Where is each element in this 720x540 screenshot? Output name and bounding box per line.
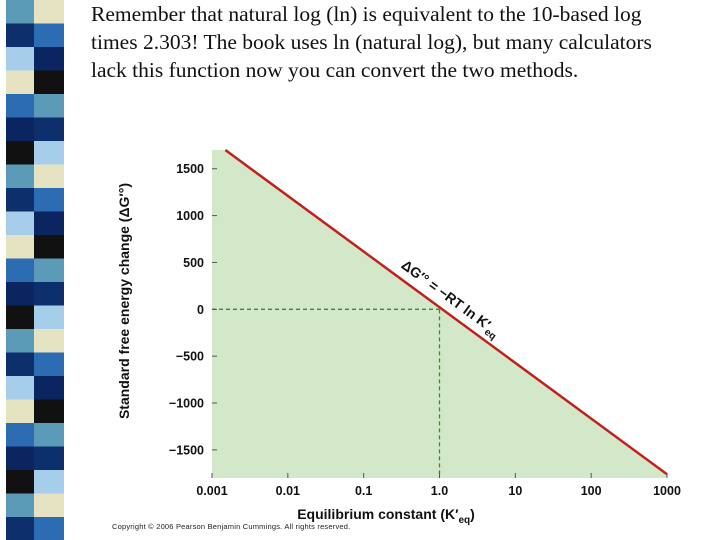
strip-block: [6, 376, 34, 400]
strip-block: [6, 117, 34, 141]
free-energy-chart: 1500 1000 500 0 −500 −1000 −1500 0.001 0.01 0.1 1…: [116, 148, 681, 526]
strip-block: [6, 235, 34, 259]
shaded-area: [212, 150, 667, 478]
x-tick-label: 10: [508, 484, 522, 498]
strip-block: [6, 423, 34, 447]
strip-block: [6, 470, 34, 494]
strip-block: [34, 141, 64, 165]
strip-block: [6, 493, 34, 517]
strip-block: [6, 188, 34, 212]
strip-block: [6, 211, 34, 235]
x-tick-label: 0.001: [196, 484, 227, 498]
strip-block: [34, 188, 64, 212]
x-tick-label: 1.0: [431, 484, 448, 498]
strip-block: [34, 352, 64, 376]
y-tick-label: −1000: [169, 397, 204, 411]
strip-block: [6, 23, 34, 47]
strip-block: [34, 329, 64, 353]
y-tick-label: −1500: [169, 443, 204, 457]
strip-block: [6, 141, 34, 165]
y-tick-label: 1500: [176, 162, 204, 176]
strip-block: [34, 446, 64, 470]
strip-block: [34, 235, 64, 259]
strip-block: [6, 446, 34, 470]
strip-block: [34, 399, 64, 423]
y-tick-label: 0: [197, 303, 204, 317]
decorative-strip: [6, 0, 64, 540]
strip-block: [34, 211, 64, 235]
x-axis-title: Equilibrium constant (K′eq): [297, 506, 475, 526]
strip-block: [34, 305, 64, 329]
strip-block: [6, 94, 34, 118]
strip-block: [6, 399, 34, 423]
strip-block: [34, 117, 64, 141]
strip-block: [6, 70, 34, 94]
strip-block: [34, 517, 64, 540]
slide-paragraph: Remember that natural log (ln) is equiva…: [91, 2, 652, 82]
y-tick-label: −500: [176, 350, 204, 364]
x-tick-label: 0.01: [276, 484, 300, 498]
series-line: [224, 148, 668, 476]
strip-block: [34, 0, 64, 24]
strip-block: [34, 70, 64, 94]
strip-block: [34, 376, 64, 400]
x-tick-label: 1000: [653, 484, 681, 498]
strip-block: [6, 258, 34, 282]
strip-block: [34, 23, 64, 47]
y-tick-label: 500: [183, 256, 204, 270]
strip-block: [34, 282, 64, 306]
strip-block: [6, 282, 34, 306]
y-axis-title: Standard free energy change (ΔG′°): [116, 183, 132, 419]
strip-block: [6, 0, 34, 24]
strip-block: [6, 352, 34, 376]
strip-block: [6, 47, 34, 71]
strip-block: [34, 423, 64, 447]
strip-block: [6, 329, 34, 353]
strip-block: [34, 164, 64, 188]
strip-block: [6, 164, 34, 188]
strip-block: [34, 258, 64, 282]
y-tick-label: 1000: [176, 209, 204, 223]
strip-block: [34, 47, 64, 71]
x-tick-label: 100: [581, 484, 602, 498]
strip-block: [34, 470, 64, 494]
strip-block: [34, 493, 64, 517]
strip-block: [34, 94, 64, 118]
strip-block: [6, 517, 34, 540]
x-tick-label: 0.1: [355, 484, 372, 498]
copyright-notice: Copyright © 2006 Pearson Benjamin Cummin…: [112, 522, 351, 531]
strip-block: [6, 305, 34, 329]
